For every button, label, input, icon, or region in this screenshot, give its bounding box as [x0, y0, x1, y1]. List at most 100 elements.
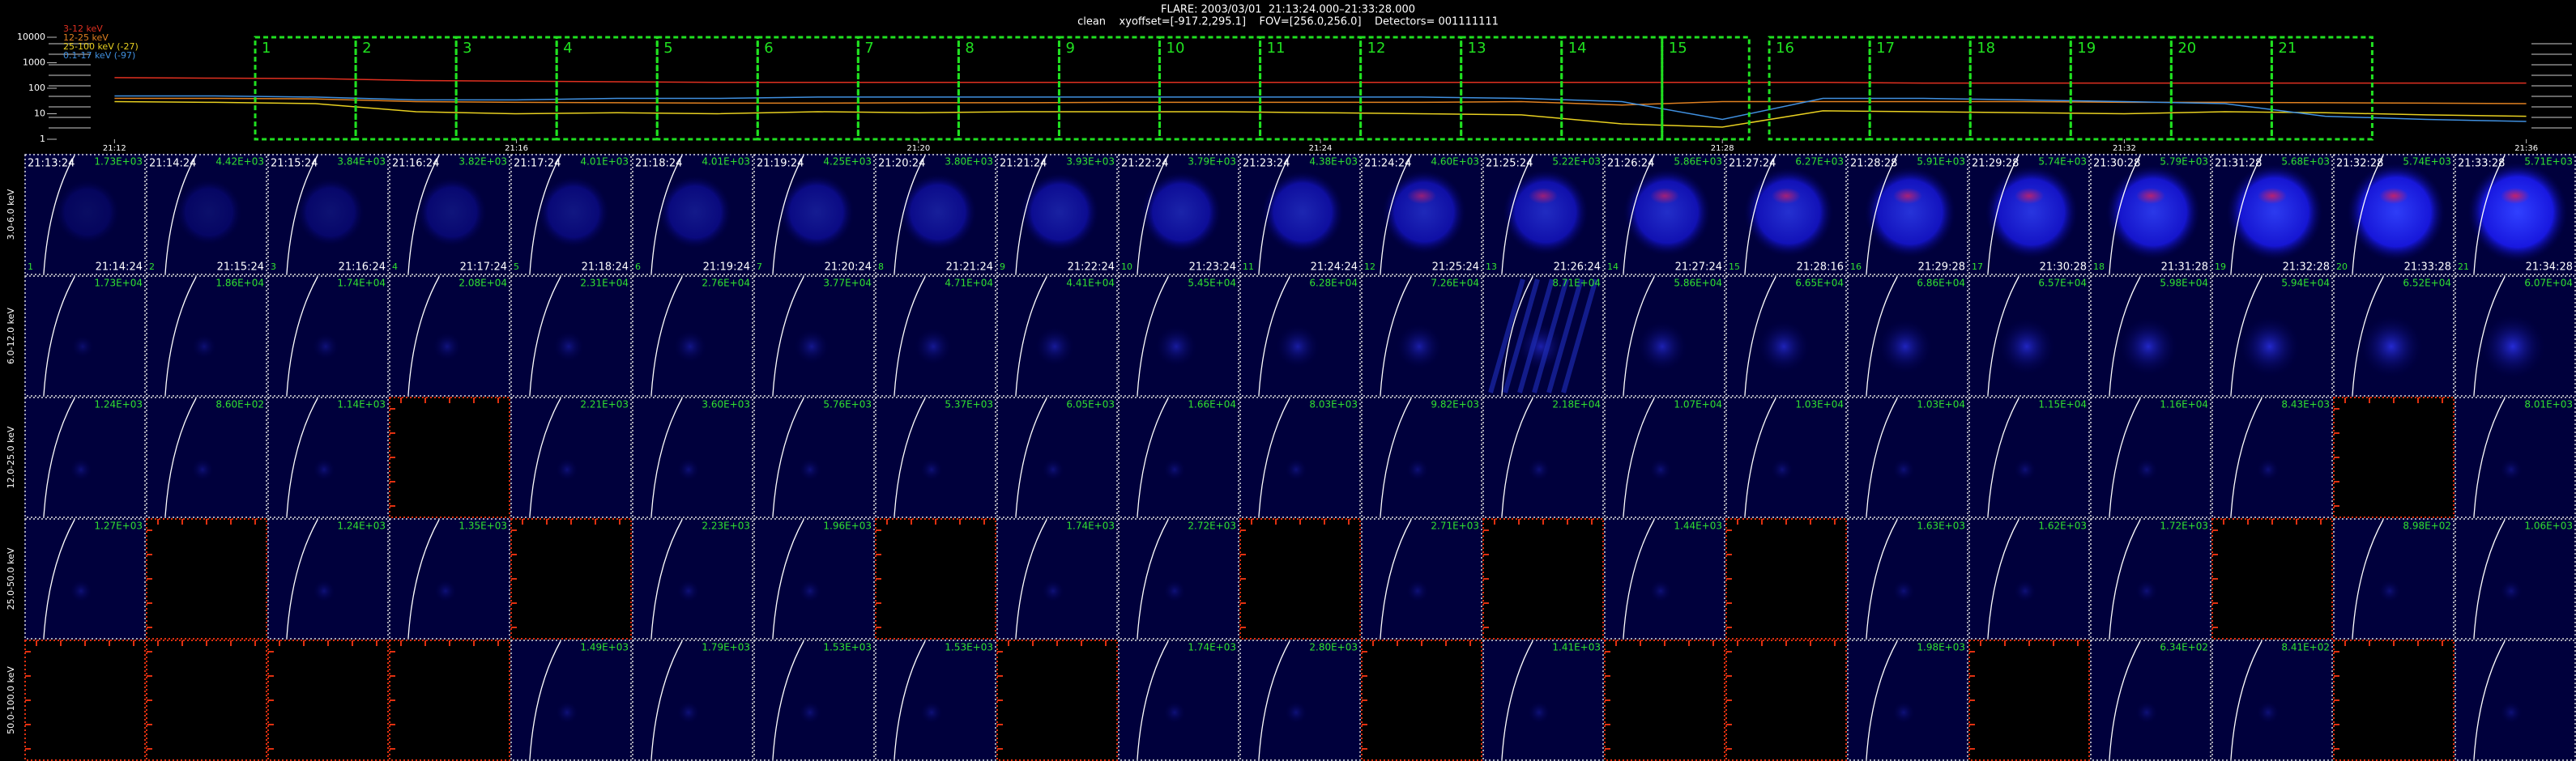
empty-cell: [1725, 640, 1847, 761]
source-blob: [677, 580, 700, 602]
cell-border: [2211, 275, 2333, 397]
limb: [1623, 155, 1655, 274]
limb: [2230, 640, 2263, 760]
image-cell: 1.72E+03: [2090, 518, 2211, 640]
cell-border: [1239, 154, 1361, 275]
cell-border: [1725, 154, 1847, 275]
interval-box: [1968, 36, 2072, 141]
cell-index: 16: [1850, 261, 1862, 272]
limb: [1744, 398, 1776, 517]
start-time: 21:20:24: [878, 158, 925, 170]
cell-bg: [2090, 397, 2211, 518]
end-time: 21:33:28: [2404, 261, 2451, 274]
cell-bg: [753, 518, 875, 640]
interval-number: 10: [1166, 40, 1185, 57]
cell-bg: [2454, 397, 2576, 518]
limb: [286, 398, 318, 517]
source-blob: [1528, 701, 1550, 724]
cell-bg: [1968, 397, 2090, 518]
flux-label: 1.86E+04: [215, 278, 264, 289]
flux-label: 5.86E+04: [1674, 278, 1722, 289]
image-cell: 3.79E+03 21:22:24 21:23:24 10: [1118, 154, 1239, 275]
end-time: 21:26:24: [1554, 261, 1601, 274]
flux-label: 6.57E+04: [2038, 278, 2087, 289]
end-time: 21:14:24: [96, 261, 143, 274]
limb: [2352, 155, 2384, 274]
interval-number: 15: [1669, 40, 1687, 57]
source-core: [2501, 188, 2530, 204]
interval-number: 12: [1367, 40, 1386, 57]
empty-cell: [389, 397, 510, 518]
cell-border: [2090, 154, 2211, 275]
end-time: 21:25:24: [1432, 261, 1479, 274]
source-blob: [2014, 458, 2036, 481]
image-cell: 6.07E+04: [2454, 275, 2576, 397]
row-label: 50.0-100.0 keV: [6, 666, 16, 734]
image-cell: 6.05E+03: [996, 397, 1118, 518]
flux-label: 5.94E+04: [2281, 278, 2330, 289]
limb: [1137, 519, 1169, 639]
limb: [2473, 519, 2506, 639]
cell-bg: [1239, 397, 1361, 518]
flux-label: 1.06E+03: [2524, 521, 2573, 532]
limb: [772, 640, 804, 760]
flux-label: 4.60E+03: [1431, 156, 1479, 168]
image-cell: [875, 518, 996, 640]
source-disk: [1623, 168, 1712, 257]
flux-label: 6.05E+03: [1066, 399, 1115, 410]
flux-label: 5.74E+03: [2038, 156, 2087, 168]
image-cell: [1725, 640, 1847, 761]
end-time: 21:31:28: [2161, 261, 2208, 274]
limb: [650, 398, 683, 517]
cell-border: [2454, 275, 2576, 397]
source-blob: [556, 701, 578, 724]
image-cell: 7.26E+04: [1361, 275, 1482, 397]
fringe: [1561, 278, 1598, 393]
cell-border: [2333, 154, 2454, 275]
source-blob: [2257, 701, 2280, 724]
source-disk: [2226, 164, 2323, 261]
cell-index: 9: [1000, 261, 1005, 272]
source-blob: [1406, 580, 1429, 602]
source-blob: [556, 458, 578, 481]
limb: [893, 276, 926, 396]
empty-cell: [2333, 640, 2454, 761]
flux-label: 1.62E+03: [2038, 521, 2087, 532]
fringe: [1546, 278, 1584, 393]
source-blob: [920, 701, 943, 724]
limb: [650, 519, 683, 639]
source-blob: [1155, 325, 1197, 368]
flux-label: 1.16E+04: [2160, 399, 2208, 410]
end-time: 21:18:24: [582, 261, 629, 274]
flux-label: 4.42E+03: [215, 156, 264, 168]
limb: [286, 276, 318, 396]
cell-border: [267, 154, 389, 275]
source-blob: [794, 329, 830, 364]
limb: [1866, 398, 1898, 517]
cell-border: [2333, 275, 2454, 397]
image-cell: 4.01E+03 21:17:24 21:18:24 5: [510, 154, 632, 275]
limb: [1258, 640, 1290, 760]
cell-border: [2090, 518, 2211, 640]
source-blob: [70, 458, 92, 481]
start-time: 21:14:24: [149, 158, 196, 170]
limb: [1015, 519, 1047, 639]
cell-border: [2454, 640, 2576, 761]
source-blob: [313, 458, 335, 481]
limb: [650, 276, 683, 396]
cell-border: [753, 640, 875, 761]
limb: [1015, 155, 1047, 274]
empty-cell: [1725, 518, 1847, 640]
header-subtitle: clean xyoffset=[-917.2,295.1] FOV=[256.0…: [1077, 16, 1499, 28]
cell-bg: [24, 518, 146, 640]
interval-box: [354, 36, 458, 141]
start-time: 21:24:24: [1364, 158, 1411, 170]
limb: [1987, 398, 2019, 517]
cell-bg: [2090, 518, 2211, 640]
cell-border: [267, 518, 389, 640]
cell-bg: [875, 640, 996, 761]
image-cell: 1.74E+03: [996, 518, 1118, 640]
source-blob: [677, 458, 700, 481]
interval-number: 18: [1977, 40, 1995, 57]
limb: [772, 155, 804, 274]
